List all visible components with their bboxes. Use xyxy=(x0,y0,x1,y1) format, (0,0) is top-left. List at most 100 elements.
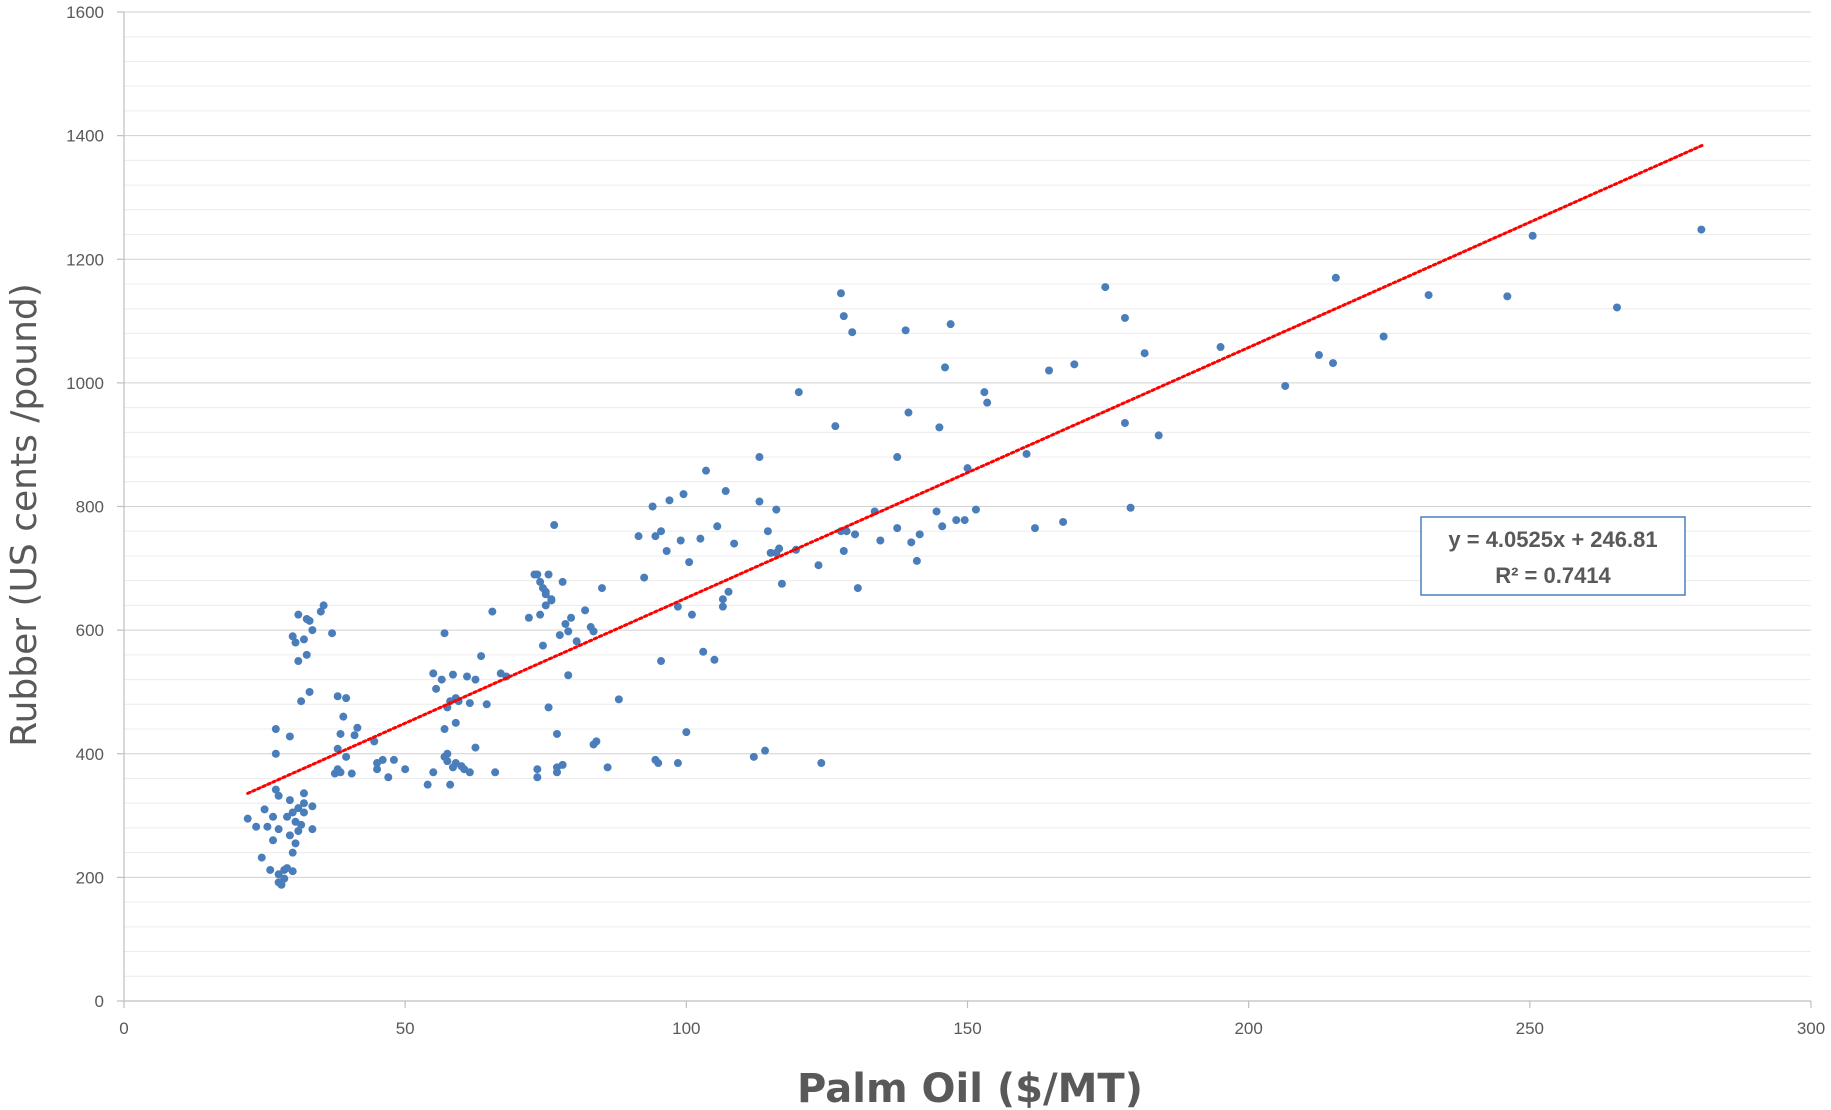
data-point xyxy=(336,729,345,738)
data-point xyxy=(640,573,649,582)
data-point xyxy=(271,749,280,758)
data-point xyxy=(350,731,359,740)
major-gridlines xyxy=(124,11,1811,878)
data-point xyxy=(471,743,480,752)
data-point xyxy=(935,423,944,432)
data-point xyxy=(665,496,674,505)
data-point xyxy=(1101,283,1110,292)
data-point xyxy=(252,822,261,831)
data-point xyxy=(446,780,455,789)
data-point xyxy=(294,827,303,836)
data-point xyxy=(755,497,764,506)
data-point xyxy=(269,836,278,845)
data-point xyxy=(941,363,950,372)
data-point xyxy=(702,466,711,475)
data-point xyxy=(893,453,902,462)
data-point xyxy=(657,527,666,536)
data-point xyxy=(274,791,283,800)
data-point xyxy=(1528,231,1537,240)
data-point xyxy=(699,647,708,656)
data-point xyxy=(288,848,297,857)
data-point xyxy=(288,867,297,876)
data-point xyxy=(718,595,727,604)
data-point xyxy=(971,505,980,514)
data-point xyxy=(648,502,657,511)
data-point xyxy=(682,728,691,737)
data-point xyxy=(685,558,694,567)
data-point xyxy=(465,768,474,777)
data-point xyxy=(851,530,860,539)
data-point xyxy=(848,328,857,337)
data-point xyxy=(718,602,727,611)
data-point xyxy=(1022,449,1031,458)
data-point xyxy=(373,765,382,774)
data-point xyxy=(274,825,283,834)
data-point xyxy=(299,789,308,798)
data-point xyxy=(297,697,306,706)
data-point xyxy=(567,613,576,622)
equation-box: y = 4.0525x + 246.81 R² = 0.7414 xyxy=(1420,516,1686,596)
data-point xyxy=(271,785,280,794)
data-point xyxy=(305,616,314,625)
data-point xyxy=(597,584,606,593)
x-tick-labels: 0 50 100 150 200 250 300 xyxy=(119,1019,1825,1038)
data-point xyxy=(552,729,561,738)
data-point xyxy=(777,579,786,588)
data-point xyxy=(1424,291,1433,300)
data-point xyxy=(280,874,289,883)
data-point xyxy=(401,765,410,774)
data-point xyxy=(572,637,581,646)
data-point xyxy=(749,752,758,761)
data-point xyxy=(328,629,337,638)
y-tick-label: 1400 xyxy=(66,127,104,146)
data-point xyxy=(491,768,500,777)
data-point xyxy=(285,732,294,741)
data-point xyxy=(721,487,730,496)
data-point xyxy=(1697,225,1706,234)
y-tick-label: 400 xyxy=(76,745,104,764)
data-point xyxy=(342,694,351,703)
data-point xyxy=(541,587,550,596)
data-point xyxy=(477,652,486,661)
data-point xyxy=(299,799,308,808)
data-point xyxy=(285,831,294,840)
x-tick-label: 200 xyxy=(1234,1019,1262,1038)
data-point xyxy=(1379,332,1388,341)
data-point xyxy=(932,507,941,516)
x-tick-label: 0 xyxy=(119,1019,128,1038)
data-point xyxy=(761,746,770,755)
y-tick-label: 600 xyxy=(76,621,104,640)
data-point xyxy=(533,765,542,774)
data-point xyxy=(288,632,297,641)
data-point xyxy=(333,692,342,701)
data-point xyxy=(544,703,553,712)
data-point xyxy=(384,773,393,782)
data-point xyxy=(657,657,666,666)
data-point xyxy=(488,607,497,616)
data-point xyxy=(1120,419,1129,428)
data-point xyxy=(550,521,559,530)
data-point xyxy=(263,822,272,831)
data-point xyxy=(443,749,452,758)
y-tick-label: 0 xyxy=(95,992,104,1011)
data-point xyxy=(687,610,696,619)
data-point xyxy=(592,737,601,746)
data-point xyxy=(291,638,300,647)
data-point xyxy=(696,534,705,543)
data-point xyxy=(1331,273,1340,282)
y-tick-label: 200 xyxy=(76,868,104,887)
data-point xyxy=(538,641,547,650)
data-point xyxy=(316,607,325,616)
data-point xyxy=(257,853,266,862)
data-point xyxy=(1216,343,1225,352)
data-points xyxy=(243,225,1706,889)
data-point xyxy=(836,289,845,298)
axes xyxy=(117,11,1812,1008)
data-point xyxy=(299,808,308,817)
data-point xyxy=(555,631,564,640)
data-point xyxy=(440,725,449,734)
data-point xyxy=(533,773,542,782)
data-point xyxy=(547,595,556,604)
data-point xyxy=(471,675,480,684)
